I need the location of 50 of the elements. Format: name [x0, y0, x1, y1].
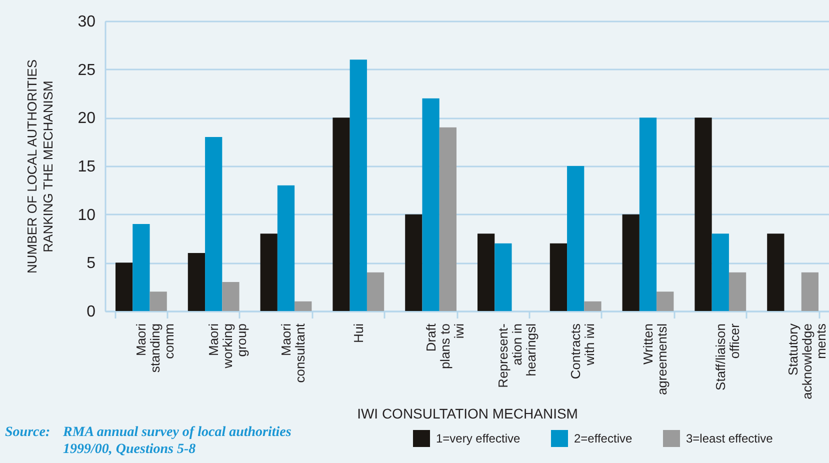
x-tick-label: Hui: [350, 323, 366, 344]
y-tick-label: 5: [86, 255, 96, 272]
y-tick-label: 20: [78, 110, 96, 128]
bar: [567, 166, 584, 311]
x-tick-label: Maori working group: [206, 323, 250, 370]
bar: [439, 127, 456, 311]
bar: [767, 234, 784, 311]
bar: [277, 185, 295, 311]
x-tick-label: Contracts with iwi: [568, 323, 598, 380]
bar: [494, 243, 512, 311]
source-note: Source:: [5, 425, 50, 440]
bar: [728, 272, 746, 311]
x-tick-label: Statutory acknowledge ments: [785, 323, 828, 400]
bar: [694, 118, 712, 311]
bar: [656, 292, 674, 311]
x-tick-label: Draft plans to iwi: [423, 323, 466, 370]
x-axis-title: IWI CONSULTATION MECHANISM: [357, 405, 578, 422]
bar: [622, 214, 640, 311]
x-tick-label: Staff/liaison officer: [712, 322, 742, 390]
bar: [132, 224, 150, 311]
bar: [260, 234, 278, 311]
y-tick-label: 10: [78, 206, 96, 224]
bar: [222, 282, 240, 311]
bar: [405, 214, 422, 311]
y-tick-label: 25: [78, 62, 96, 79]
bar: [150, 292, 167, 311]
bar: [478, 234, 495, 311]
x-tick-label: Maori standing comm: [134, 323, 177, 373]
bar: [205, 137, 222, 311]
text: RMA annual survey of local authorities: [62, 425, 292, 440]
text: 1999/00, Questions 5-8: [63, 442, 196, 457]
y-tick-label: 0: [86, 304, 96, 320]
y-axis-title: NUMBER OF LOCAL AUTHORITIES RANKING THE MECHANISM: [24, 59, 56, 274]
bar: [712, 234, 729, 311]
legend-label: 3=least effective: [686, 432, 774, 446]
bar: [584, 301, 602, 311]
bar: [116, 262, 133, 311]
bar: [188, 253, 206, 311]
bar: [350, 60, 367, 311]
legend-label: 2=effective: [574, 432, 632, 446]
bar: [366, 272, 384, 311]
y-tick-label: 30: [78, 14, 96, 30]
bar: [422, 98, 440, 311]
bar: [294, 301, 312, 311]
bar: [332, 118, 350, 311]
bar: [639, 118, 657, 311]
bar: [801, 272, 818, 311]
legend-label: 1=very effective: [436, 432, 520, 446]
y-tick-label: 15: [78, 158, 96, 176]
bar: [550, 243, 568, 311]
